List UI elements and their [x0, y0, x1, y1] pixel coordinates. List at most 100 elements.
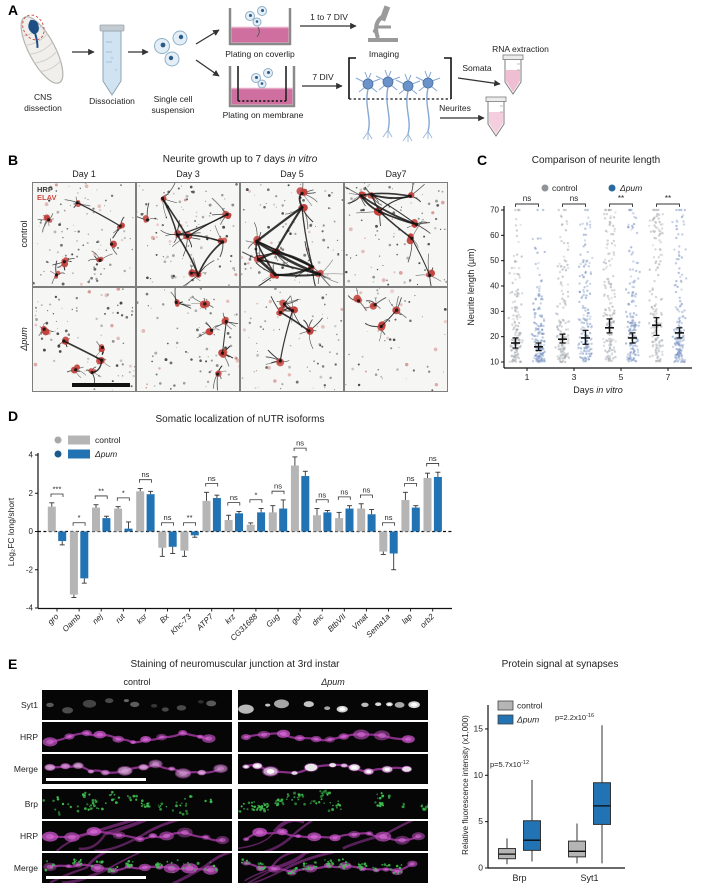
label-cns-dissection: CNS dissection	[24, 92, 62, 113]
svg-text:ksr: ksr	[135, 612, 149, 626]
nmj-syt1-control	[42, 690, 232, 720]
svg-text:control: control	[552, 183, 578, 193]
micrograph-control-day3	[136, 182, 240, 287]
scale-bar	[72, 383, 130, 387]
svg-text:Log₂FC long/short: Log₂FC long/short	[6, 497, 16, 566]
panel-e-title: Staining of neuromuscular junction at 3r…	[130, 659, 340, 670]
svg-text:ns: ns	[340, 487, 348, 496]
larva-icon	[20, 14, 64, 84]
row-syt1: Syt1	[20, 700, 38, 710]
flow-arrow	[195, 29, 220, 45]
svg-text:ns: ns	[362, 485, 370, 494]
svg-text:Neurite length (µm): Neurite length (µm)	[466, 248, 476, 325]
micrograph-dpum-day7	[344, 287, 448, 392]
svg-text:-4: -4	[26, 604, 34, 613]
svg-text:Δpum: Δpum	[619, 183, 642, 193]
svg-text:ns: ns	[141, 470, 149, 479]
svg-text:nej: nej	[91, 612, 105, 626]
svg-text:15: 15	[474, 723, 484, 733]
panel-e-col-control: control	[123, 677, 151, 687]
svg-text:gro: gro	[46, 612, 61, 627]
svg-text:dnc: dnc	[310, 612, 325, 627]
svg-text:1: 1	[525, 372, 530, 382]
col-day1: Day 1	[72, 169, 96, 179]
svg-text:Bx: Bx	[158, 611, 172, 625]
label-rna-extraction: RNA extraction	[492, 44, 549, 54]
label-single-cell: Single cell suspension	[151, 94, 195, 115]
svg-text:ns: ns	[318, 490, 326, 499]
panel-b-title: Neurite growth up to 7 days in vitro	[33, 154, 447, 165]
svg-text:70: 70	[490, 206, 499, 215]
svg-text:Khc-73: Khc-73	[169, 612, 194, 637]
micrograph-dpum-day3	[136, 287, 240, 392]
label-neurites: Neurites	[439, 103, 471, 113]
svg-text:*: *	[122, 488, 125, 497]
nmj-syt1-dpum	[238, 690, 428, 720]
nmj-merge2-dpum	[238, 853, 428, 883]
panel-b-title-text: Neurite growth up to 7 days	[162, 154, 288, 165]
neurites-tube-icon	[485, 96, 507, 137]
somata-tube-icon	[502, 54, 524, 95]
nmj-merge1-dpum	[238, 754, 428, 784]
row-merge-1: Merge	[13, 764, 38, 774]
svg-text:**: **	[618, 194, 624, 203]
row-control-label: control	[19, 220, 29, 248]
svg-text:50: 50	[490, 256, 499, 265]
nmj-brp-control	[42, 789, 232, 819]
svg-text:Protein signal at synapses: Protein signal at synapses	[502, 659, 619, 670]
stain-hrp-label: HRP	[37, 185, 53, 194]
svg-text:ns: ns	[570, 194, 578, 203]
neuron-culture-icon	[348, 57, 452, 143]
dissociation-tube-icon	[99, 24, 125, 96]
svg-text:Δpum: Δpum	[516, 715, 539, 725]
svg-text:Sema1a: Sema1a	[364, 612, 392, 640]
svg-text:gol: gol	[290, 612, 304, 626]
svg-text:**: **	[665, 194, 671, 203]
nmj-hrp2-dpum	[238, 821, 428, 851]
svg-text:Syt1: Syt1	[580, 873, 598, 883]
svg-text:Days in vitro: Days in vitro	[573, 385, 623, 395]
cell-suspension-icon	[154, 30, 188, 67]
svg-text:ns: ns	[407, 474, 415, 483]
nmj-brp-dpum	[238, 789, 428, 819]
label-plating-membrane: Plating on membrane	[222, 110, 304, 120]
row-hrp-1: HRP	[20, 732, 38, 742]
svg-text:2: 2	[29, 489, 34, 498]
scale-bar-white-1	[46, 778, 146, 781]
panel-e-col-dpum: Δpum	[321, 677, 345, 687]
svg-text:ns: ns	[230, 493, 238, 502]
flow-arrow	[457, 77, 501, 87]
micrograph-control-day1	[32, 182, 136, 287]
micrograph-control-day5	[240, 182, 344, 287]
row-dpum-label: Δpum	[19, 327, 29, 351]
label-dissociation: Dissociation	[89, 96, 135, 106]
svg-text:rut: rut	[114, 612, 128, 626]
neurite-length-chart: Comparison of neurite length control Δpum 1…	[466, 155, 692, 395]
svg-text:Oamb: Oamb	[61, 612, 83, 634]
svg-text:orb2: orb2	[418, 612, 436, 630]
micrograph-dpum-day5	[240, 287, 344, 392]
svg-text:30: 30	[490, 307, 499, 316]
panel-b-title-italic: in vitro	[287, 154, 318, 165]
row-brp: Brp	[24, 799, 38, 809]
panel-c-label: C	[477, 152, 488, 168]
panel-b-label: B	[8, 152, 19, 168]
panel-d-label: D	[8, 408, 19, 424]
flow-arrow	[195, 59, 220, 77]
svg-text:Gug: Gug	[264, 612, 281, 629]
svg-text:krz: krz	[223, 612, 237, 626]
svg-text:**: **	[187, 513, 193, 522]
svg-text:0: 0	[478, 863, 483, 873]
svg-text:BtbVII: BtbVII	[326, 612, 348, 634]
svg-text:***: ***	[53, 485, 62, 494]
label-imaging: Imaging	[368, 49, 400, 59]
nmj-hrp2-control	[42, 821, 232, 851]
row-merge-2: Merge	[13, 863, 38, 873]
workflow-diagram	[20, 5, 524, 143]
svg-text:ns: ns	[385, 513, 393, 522]
svg-text:p=5.7x10-12: p=5.7x10-12	[490, 760, 529, 769]
svg-text:*: *	[78, 513, 81, 522]
svg-text:p=2.2x10-16: p=2.2x10-16	[555, 713, 594, 722]
svg-text:Δpum: Δpum	[94, 449, 117, 459]
